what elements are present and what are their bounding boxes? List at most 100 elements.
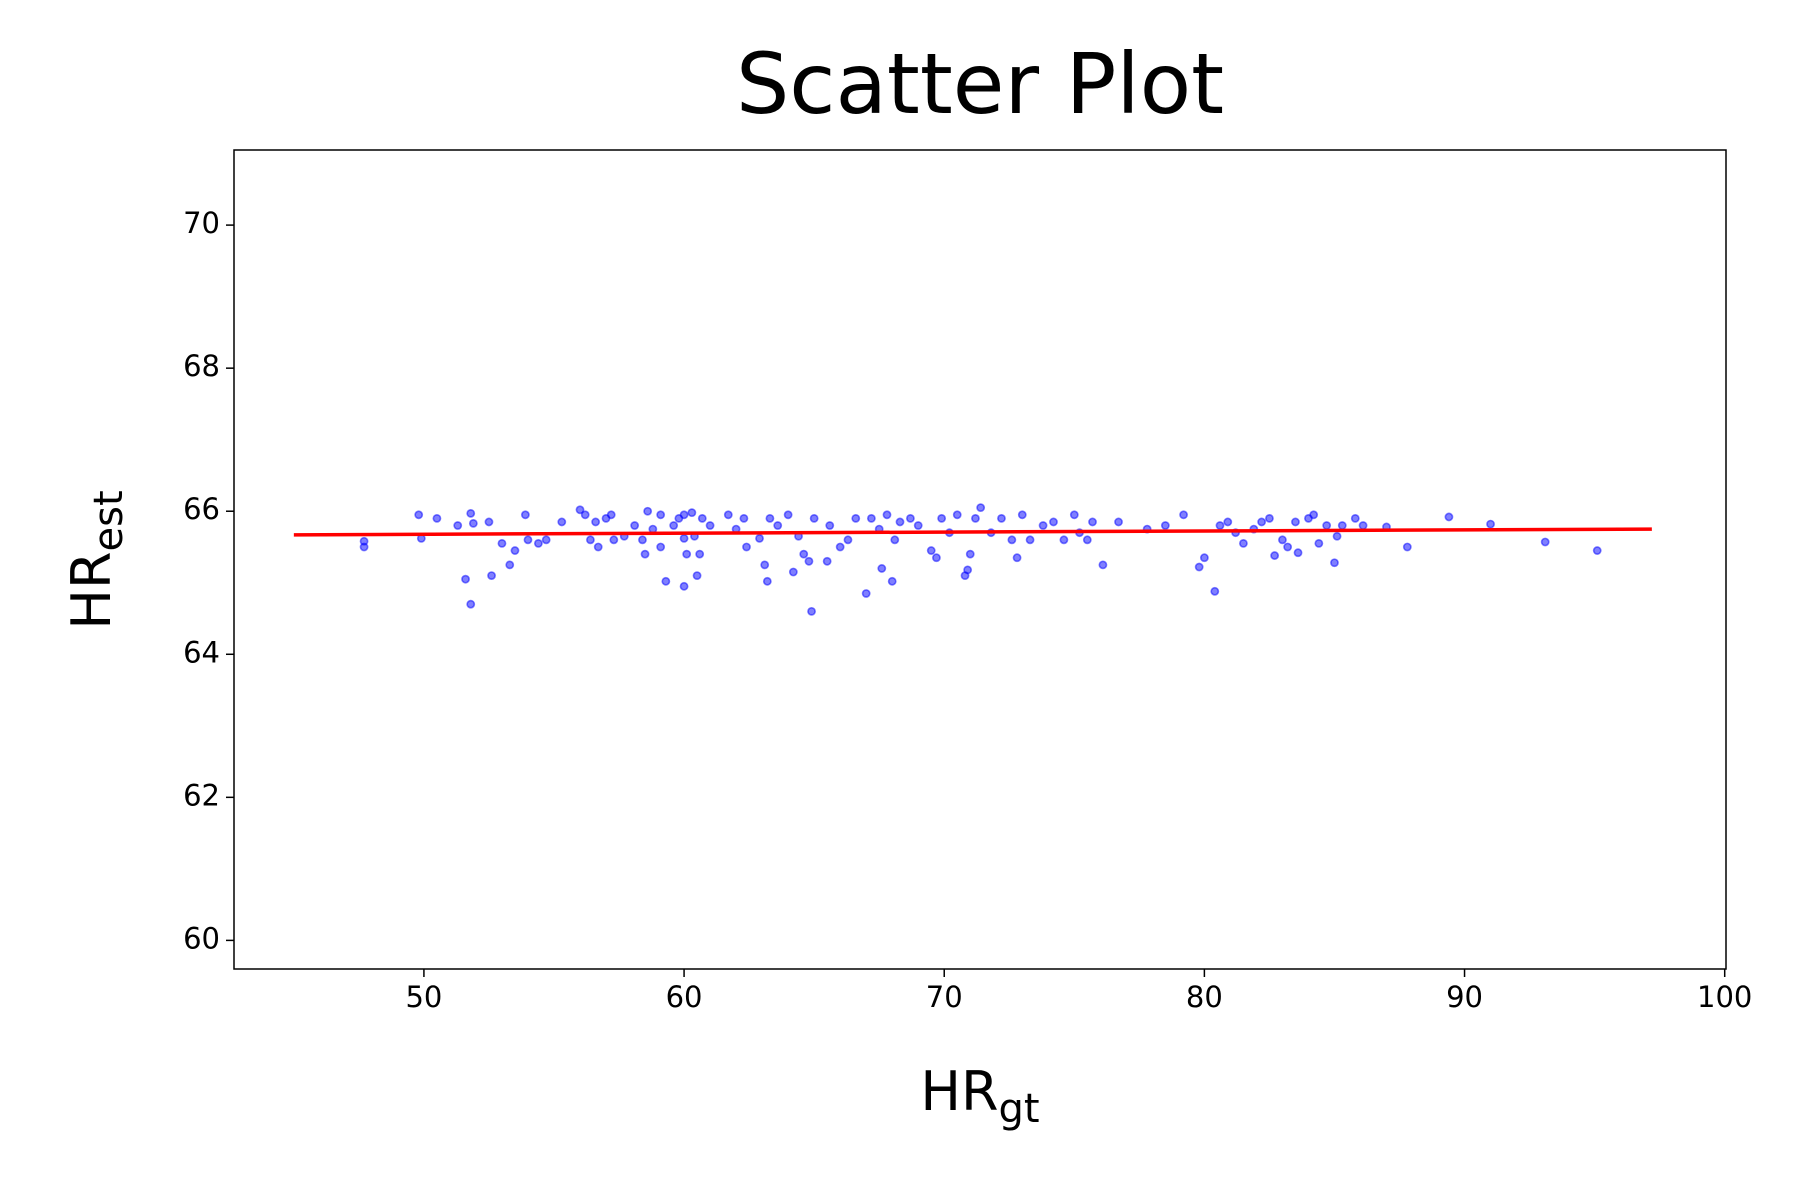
- x-tick-label: 80: [1186, 980, 1223, 1014]
- y-tick-label: 66: [183, 492, 220, 526]
- point: [695, 549, 705, 559]
- point: [466, 599, 476, 609]
- point: [461, 574, 470, 584]
- point: [557, 517, 567, 527]
- point: [971, 513, 980, 523]
- point: [679, 581, 689, 591]
- point: [1160, 521, 1170, 530]
- point: [487, 571, 496, 580]
- plot-frame: [233, 149, 1727, 970]
- point: [762, 576, 772, 586]
- point: [1223, 517, 1233, 527]
- point: [510, 546, 520, 555]
- point: [432, 513, 442, 523]
- point: [976, 503, 986, 513]
- point: [965, 549, 975, 559]
- point: [997, 513, 1006, 523]
- point: [788, 567, 798, 577]
- point: [575, 505, 585, 515]
- point: [505, 560, 515, 570]
- point: [906, 513, 915, 523]
- x-tick-label: 60: [666, 980, 703, 1014]
- point: [580, 510, 590, 520]
- point: [913, 521, 923, 530]
- point: [1293, 548, 1303, 558]
- point: [1038, 521, 1048, 530]
- point: [359, 536, 369, 546]
- point: [1257, 517, 1267, 527]
- x-tick-label: 90: [1446, 980, 1483, 1014]
- point: [497, 539, 507, 548]
- point: [609, 535, 619, 545]
- point: [773, 521, 783, 530]
- point: [1199, 553, 1209, 563]
- y-tick-label: 68: [183, 349, 220, 383]
- point: [1179, 510, 1188, 520]
- point: [453, 521, 463, 530]
- y-tick-label: 64: [183, 635, 220, 669]
- point: [1088, 517, 1097, 527]
- point: [1082, 535, 1092, 545]
- point: [932, 553, 941, 563]
- y-tick-label: 62: [183, 778, 220, 812]
- point: [640, 549, 650, 559]
- point: [835, 542, 845, 552]
- point: [739, 513, 749, 523]
- point: [809, 513, 819, 523]
- point: [1007, 535, 1017, 545]
- x-label-main: HR: [920, 1060, 998, 1123]
- point: [1337, 521, 1347, 530]
- fit-line: [293, 527, 1652, 537]
- point: [1239, 539, 1248, 548]
- point: [760, 560, 770, 570]
- point: [661, 576, 671, 586]
- point: [630, 521, 640, 530]
- point: [541, 535, 551, 545]
- point: [1270, 551, 1280, 560]
- point: [866, 513, 876, 523]
- x-axis-label: HRgt: [920, 1060, 1039, 1132]
- y-label-sub: est: [86, 490, 132, 551]
- chart-title: Scatter Plot: [736, 35, 1224, 133]
- point: [1012, 553, 1022, 563]
- point: [1402, 542, 1412, 552]
- point: [1592, 546, 1602, 555]
- point: [890, 535, 900, 545]
- point: [656, 510, 666, 520]
- point: [1069, 510, 1079, 520]
- point: [1049, 517, 1058, 527]
- point: [1215, 521, 1225, 530]
- point: [656, 542, 666, 552]
- point: [520, 510, 530, 520]
- point: [466, 508, 476, 518]
- point: [1358, 521, 1368, 530]
- point: [765, 513, 775, 523]
- point: [643, 506, 653, 516]
- point: [861, 589, 871, 598]
- y-tick-label: 60: [183, 921, 220, 955]
- point: [807, 606, 816, 616]
- point: [1332, 531, 1342, 541]
- point: [687, 508, 697, 518]
- point: [1114, 517, 1123, 527]
- point: [586, 535, 595, 545]
- point: [705, 521, 715, 530]
- point: [926, 546, 936, 555]
- x-label-sub: gt: [999, 1086, 1040, 1132]
- point: [1059, 535, 1069, 545]
- point: [1330, 558, 1339, 568]
- point: [1322, 521, 1332, 530]
- point: [669, 521, 679, 530]
- point: [937, 513, 947, 523]
- point: [679, 533, 689, 543]
- point: [783, 510, 793, 520]
- point: [484, 517, 494, 527]
- point: [877, 564, 887, 573]
- point: [1291, 517, 1300, 527]
- point: [533, 539, 543, 548]
- x-tick-label: 50: [405, 980, 442, 1014]
- point: [963, 565, 973, 575]
- point: [682, 549, 692, 559]
